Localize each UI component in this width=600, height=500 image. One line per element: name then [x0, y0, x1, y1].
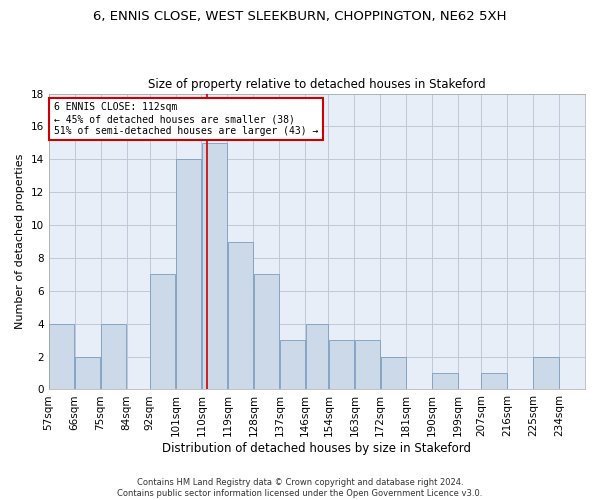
Bar [329, 340, 354, 390]
Text: 6, ENNIS CLOSE, WEST SLEEKBURN, CHOPPINGTON, NE62 5XH: 6, ENNIS CLOSE, WEST SLEEKBURN, CHOPPING… [93, 10, 507, 23]
Bar [254, 274, 279, 390]
X-axis label: Distribution of detached houses by size in Stakeford: Distribution of detached houses by size … [163, 442, 472, 455]
Bar [280, 340, 305, 390]
Bar [433, 373, 458, 390]
Bar [380, 356, 406, 390]
Bar [202, 143, 227, 390]
Bar [150, 274, 175, 390]
Bar [75, 356, 100, 390]
Bar [481, 373, 507, 390]
Y-axis label: Number of detached properties: Number of detached properties [15, 154, 25, 329]
Bar [305, 324, 328, 390]
Bar [228, 242, 253, 390]
Bar [355, 340, 380, 390]
Text: 6 ENNIS CLOSE: 112sqm
← 45% of detached houses are smaller (38)
51% of semi-deta: 6 ENNIS CLOSE: 112sqm ← 45% of detached … [54, 102, 319, 136]
Title: Size of property relative to detached houses in Stakeford: Size of property relative to detached ho… [148, 78, 486, 91]
Bar [49, 324, 74, 390]
Bar [533, 356, 559, 390]
Text: Contains HM Land Registry data © Crown copyright and database right 2024.
Contai: Contains HM Land Registry data © Crown c… [118, 478, 482, 498]
Bar [101, 324, 126, 390]
Bar [176, 160, 201, 390]
